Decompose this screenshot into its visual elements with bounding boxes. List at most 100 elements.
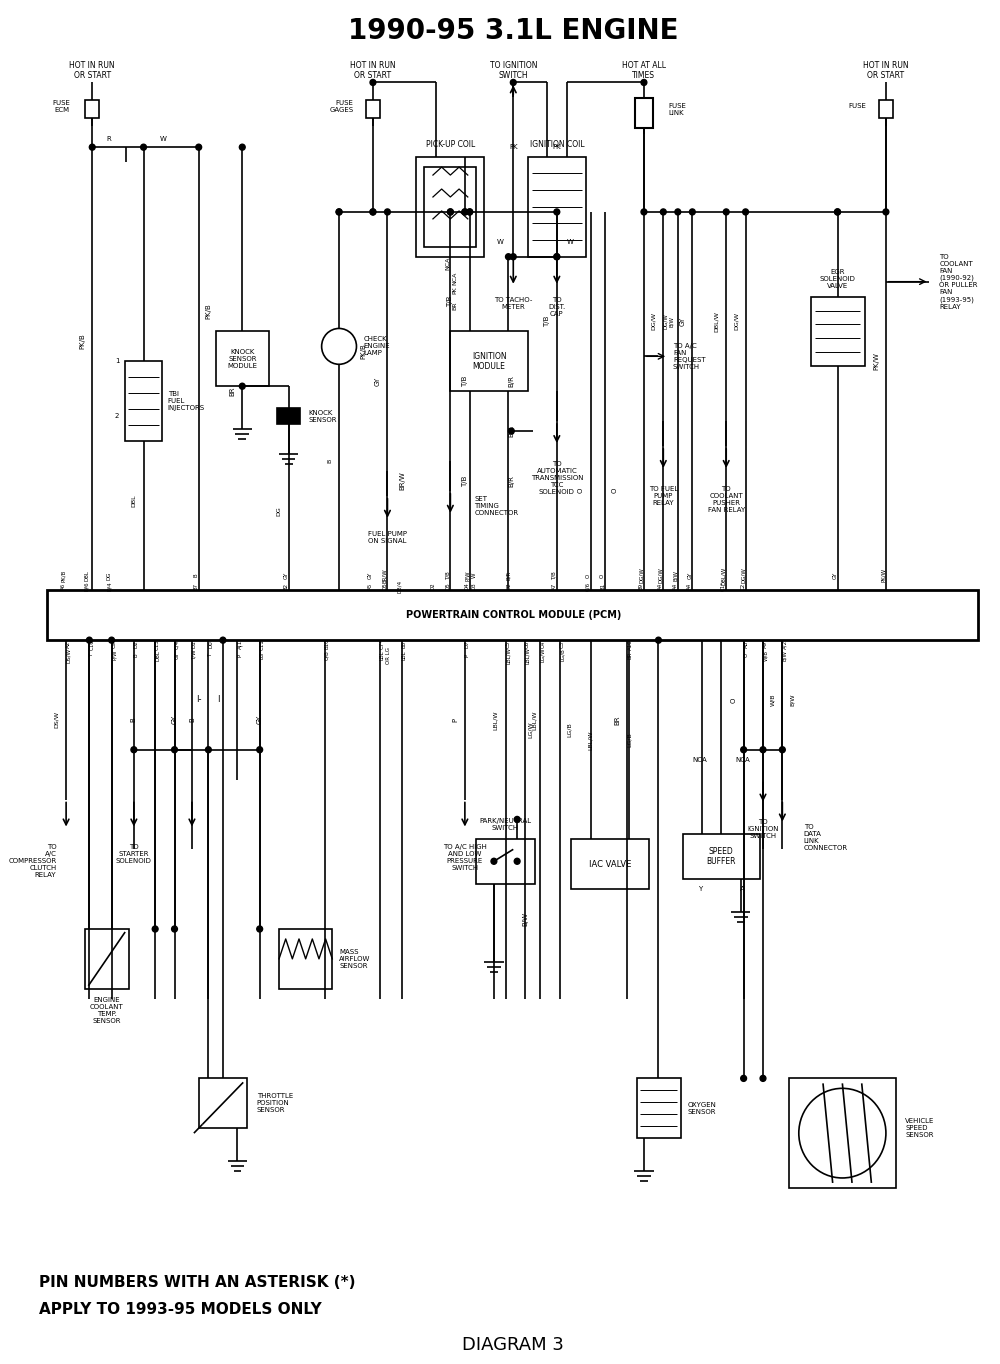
Text: NCA: NCA [453,271,458,285]
Circle shape [760,1075,766,1082]
Text: DS/W: DS/W [66,648,71,663]
Text: T/B: T/B [544,316,550,327]
Text: TO
STARTER
SOLENOID: TO STARTER SOLENOID [116,844,152,865]
Bar [450,331,528,391]
Circle shape [508,428,514,434]
Text: BR: BR [615,715,621,724]
Text: TO FUEL
PUMP
RELAY: TO FUEL PUMP RELAY [649,486,678,506]
Text: TO A/C
FAN
REQUEST
SWITCH: TO A/C FAN REQUEST SWITCH [673,342,706,370]
Text: B1: B1 [600,582,605,591]
Circle shape [462,209,468,216]
Text: TO
DATA
LINK
CONNECTOR: TO DATA LINK CONNECTOR [804,824,848,851]
Text: DBL: DBL [155,649,160,660]
Text: C11: C11 [260,638,265,649]
Text: PK: PK [453,286,458,295]
Circle shape [835,209,840,216]
Text: A2: A2 [66,641,71,648]
Text: C5: C5 [506,641,511,648]
Text: LG/B: LG/B [567,723,572,737]
Text: O/B: O/B [325,651,330,660]
Text: D0: D0 [208,640,213,648]
Text: B10: B10 [325,638,330,649]
Text: D2: D2 [431,582,436,591]
Text: LG/W: LG/W [540,648,545,663]
Text: DG/W: DG/W [639,567,644,584]
Text: FUSE
GAGES: FUSE GAGES [329,100,354,113]
Text: TO
AUTOMATIC
TRANSMISSION
TCC
SOLENOID: TO AUTOMATIC TRANSMISSION TCC SOLENOID [531,461,583,495]
Text: FUSE
LINK: FUSE LINK [668,102,686,116]
Circle shape [514,858,520,865]
Text: C9: C9 [112,641,117,648]
Text: C7*: C7* [380,640,385,649]
Text: O: O [731,697,737,702]
Text: PK/B: PK/B [80,334,86,349]
Circle shape [554,254,560,259]
Text: TO
IGNITION
SWITCH: TO IGNITION SWITCH [747,820,779,839]
Text: DG: DG [277,506,282,516]
Circle shape [336,209,342,216]
Text: B: B [189,717,195,722]
Text: PK/B: PK/B [61,569,66,581]
Circle shape [196,145,202,150]
Text: GY: GY [257,715,263,724]
Text: LBL/W: LBL/W [506,647,511,664]
Text: HOT IN RUN
OR START: HOT IN RUN OR START [69,60,115,80]
Bar [571,839,649,889]
Text: SPEED
BUFFER: SPEED BUFFER [707,847,736,866]
Bar [476,839,535,884]
Text: B: B [131,717,137,722]
Text: GY: GY [375,376,381,386]
Text: W: W [497,239,504,244]
Bar [125,361,162,441]
Circle shape [152,926,158,932]
Text: O: O [600,573,605,577]
Text: C1*: C1* [721,581,726,592]
Text: KNOCK
SENSOR: KNOCK SENSOR [308,409,337,423]
Text: O: O [612,488,618,494]
Circle shape [467,209,473,216]
Circle shape [131,746,137,753]
Circle shape [675,209,681,216]
Text: W: W [159,136,166,142]
Bar [879,101,893,119]
Text: OXYGEN
SENSOR: OXYGEN SENSOR [687,1102,716,1114]
Circle shape [656,637,661,644]
Text: VEHICLE
SPEED
SENSOR: VEHICLE SPEED SENSOR [905,1118,935,1138]
Text: PK: PK [553,145,561,150]
Text: POWERTRAIN CONTROL MODULE (PCM): POWERTRAIN CONTROL MODULE (PCM) [406,610,621,621]
Bar [47,591,978,640]
Text: W: W [471,573,476,578]
Bar [199,1079,247,1128]
Text: A5: A5 [368,582,373,591]
Text: DG/W: DG/W [658,567,663,584]
Circle shape [779,746,785,753]
Text: D2: D2 [506,582,511,591]
Text: GY: GY [284,572,289,580]
Text: B: B [327,458,332,462]
Text: BR: BR [627,652,632,659]
Text: DS/W: DS/W [54,712,59,728]
Text: C6: C6 [525,641,530,648]
Text: KNOCK
SENSOR
MODULE: KNOCK SENSOR MODULE [227,349,257,370]
Text: LG: LG [260,652,265,659]
Text: FUSE: FUSE [849,104,867,109]
Text: PK/B: PK/B [360,344,366,359]
Text: A10: A10 [627,638,632,649]
Bar [279,929,332,989]
Text: BR/W: BR/W [382,567,387,582]
Circle shape [554,209,560,216]
Circle shape [641,209,647,216]
Text: P/W: P/W [112,649,117,660]
Circle shape [883,209,889,216]
Text: D4: D4 [465,582,470,591]
Text: FUSE
ECM: FUSE ECM [52,100,70,113]
Text: T/B: T/B [447,296,453,307]
Text: 2: 2 [115,413,119,419]
Text: Y: Y [89,653,94,656]
Circle shape [370,209,376,216]
Text: DG/W: DG/W [741,567,746,584]
Circle shape [510,79,516,86]
Text: D3: D3 [471,582,476,591]
Text: HOT IN RUN
OR START: HOT IN RUN OR START [863,60,909,80]
Text: D/6: D/6 [84,581,89,591]
